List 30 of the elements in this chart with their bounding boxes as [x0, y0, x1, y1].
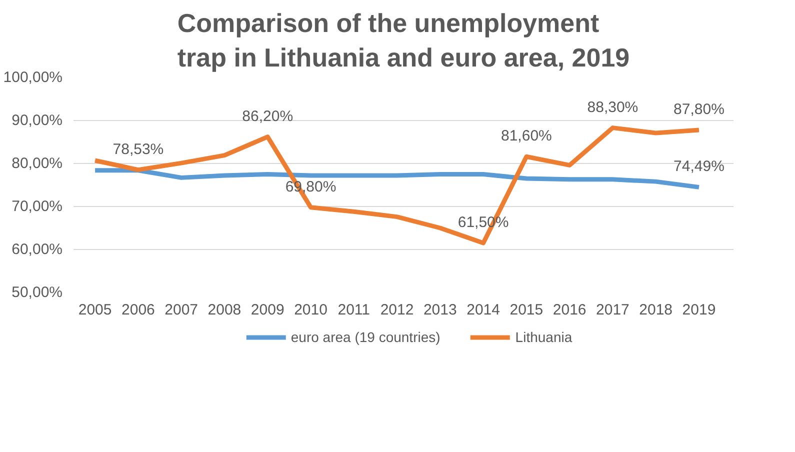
- data-label: 86,20%: [242, 108, 294, 125]
- x-tick-label: 2007: [164, 302, 198, 318]
- x-tick-label: 2012: [380, 302, 414, 318]
- data-label: 78,53%: [112, 140, 164, 158]
- data-label: 74,49%: [674, 158, 724, 176]
- x-tick-label: 2008: [208, 302, 242, 318]
- data-label: 88,30%: [587, 98, 638, 116]
- y-tick-label: 60,00%: [12, 241, 62, 258]
- x-tick-label: 2018: [639, 302, 673, 318]
- data-label: 87,80%: [674, 100, 724, 118]
- chart-title: Comparison of the unemployment trap in Lithuania and euro area, 2019: [177, 8, 630, 72]
- y-tick-label: 100,00%: [3, 69, 62, 86]
- x-tick-label: 2010: [294, 302, 328, 318]
- y-tick-label: 80,00%: [12, 155, 62, 172]
- y-tick-label: 70,00%: [12, 198, 62, 215]
- x-tick-label: 2015: [510, 302, 544, 318]
- x-tick-label: 2016: [552, 302, 586, 318]
- x-tick-label: 2006: [122, 302, 155, 318]
- x-tick-label: 2009: [250, 302, 284, 318]
- x-tick-label: 2011: [338, 302, 370, 318]
- x-tick-label: 2014: [466, 302, 500, 318]
- y-tick-label: 50,00%: [12, 284, 62, 301]
- legend-label: Lithuania: [515, 329, 572, 345]
- y-tick-label: 90,00%: [12, 112, 62, 129]
- x-tick-label: 2005: [78, 302, 112, 318]
- x-tick-label: 2019: [682, 302, 716, 318]
- x-tick-label: 2017: [596, 302, 630, 318]
- legend-label: euro area (19 countries): [290, 329, 440, 345]
- x-tick-label: 2013: [423, 302, 457, 318]
- data-label: 81,60%: [501, 128, 552, 145]
